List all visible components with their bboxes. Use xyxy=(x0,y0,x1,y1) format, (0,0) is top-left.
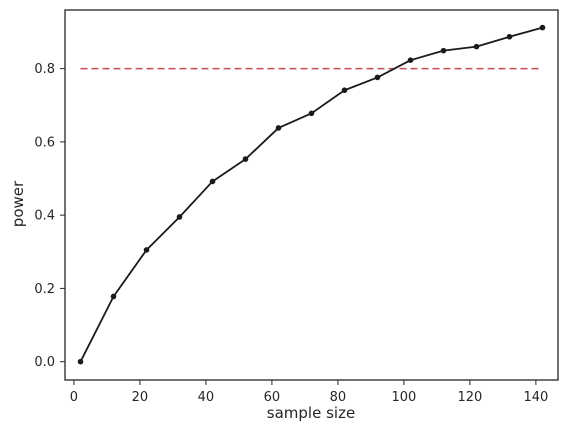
x-axis-label: sample size xyxy=(267,404,355,422)
y-tick-label: 0.6 xyxy=(34,135,55,150)
power-data-point xyxy=(242,156,249,162)
power-data-point xyxy=(407,57,414,63)
power-data-point xyxy=(374,74,381,81)
x-tick-label: 40 xyxy=(198,390,215,405)
series-layer xyxy=(77,24,546,365)
power-data-point xyxy=(473,43,480,50)
y-tick-label: 0.8 xyxy=(34,62,55,77)
x-tick-label: 100 xyxy=(391,390,416,405)
x-tick-label: 80 xyxy=(330,390,347,405)
y-tick-label: 0.0 xyxy=(34,355,55,370)
x-tick-label: 120 xyxy=(457,390,482,405)
x-tick-label: 140 xyxy=(523,390,548,405)
power-data-point xyxy=(143,247,150,253)
ticks-layer: 0 20 40 60 80 100 120 140 0.0 0.2 0.4 0.6 0.8 xyxy=(34,62,548,405)
x-tick-label: 20 xyxy=(132,390,149,405)
power-data-point xyxy=(176,214,183,220)
y-tick-label: 0.4 xyxy=(34,209,55,224)
plot-frame xyxy=(64,9,559,381)
power-data-point xyxy=(275,125,282,131)
x-tick-label: 60 xyxy=(264,390,281,405)
power-data-point xyxy=(110,293,117,300)
power-data-point xyxy=(209,178,216,185)
y-tick-label: 0.2 xyxy=(34,282,55,297)
y-axis-label: power xyxy=(9,180,27,227)
power-series-line xyxy=(79,26,543,363)
power-data-point xyxy=(539,24,546,31)
x-tick-label: 0 xyxy=(70,390,78,405)
power-data-point xyxy=(341,87,348,94)
power-data-point xyxy=(308,110,315,117)
power-data-point xyxy=(440,47,447,54)
power-data-point xyxy=(506,33,513,40)
power-data-point xyxy=(77,358,84,365)
